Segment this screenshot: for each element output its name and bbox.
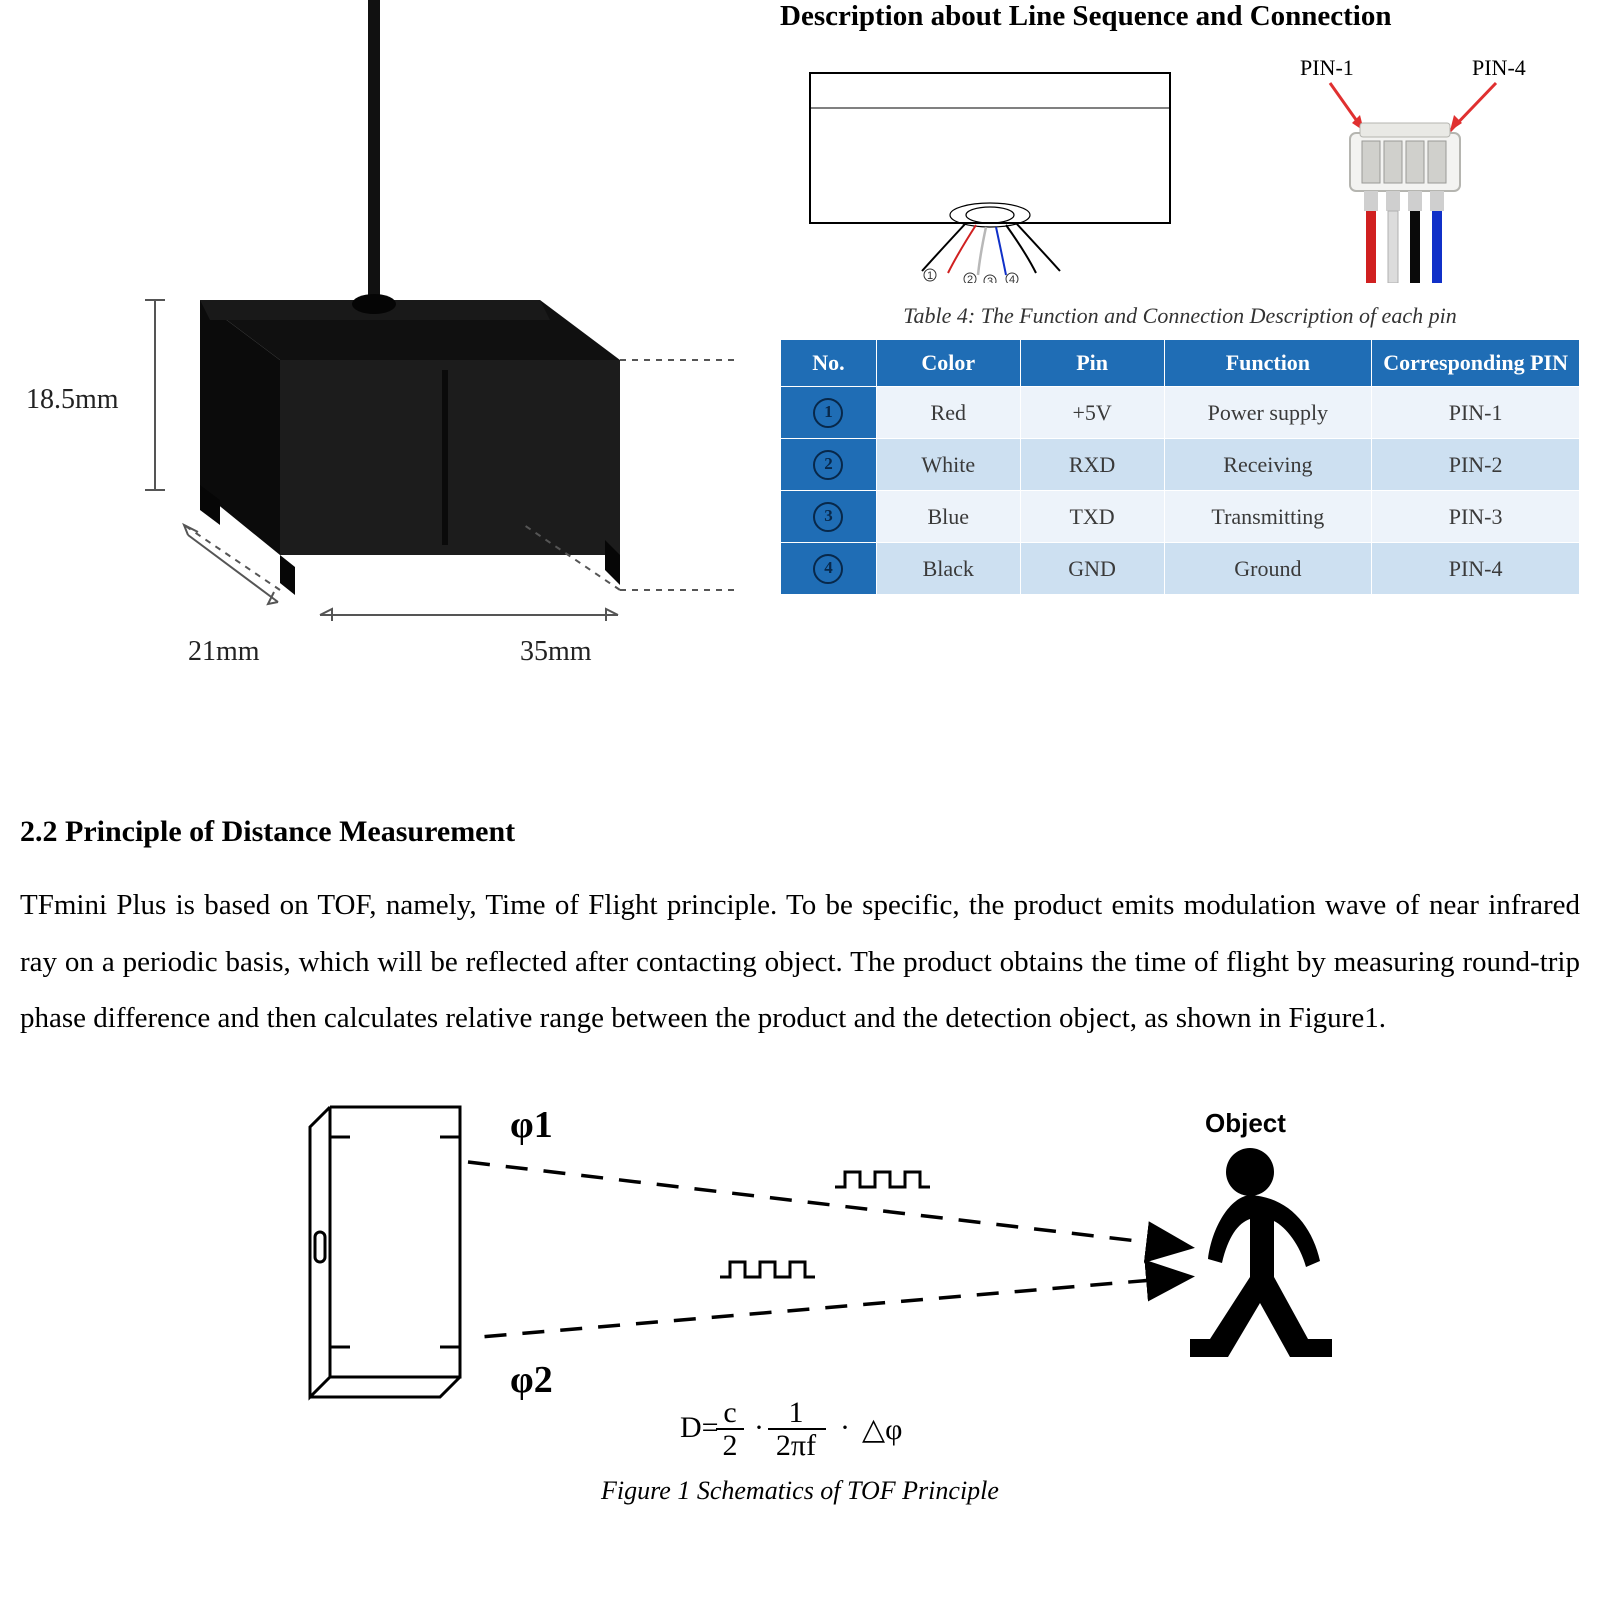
th-no: No.	[781, 340, 877, 387]
object-person-icon: Object	[1190, 1108, 1332, 1357]
table-row: 2 White RXD Receiving PIN-2	[781, 439, 1580, 491]
sensor-outline	[310, 1107, 460, 1397]
phi2-label: φ2	[510, 1359, 553, 1401]
svg-text:2: 2	[967, 274, 973, 283]
table-header-row: No. Color Pin Function Corresponding PIN	[781, 340, 1580, 387]
cell-corr: PIN-2	[1372, 439, 1580, 491]
cell-pin: GND	[1020, 543, 1164, 595]
cell-func: Ground	[1164, 543, 1372, 595]
cell-color: Blue	[876, 491, 1020, 543]
cell-func: Transmitting	[1164, 491, 1372, 543]
product-svg: 18.5mm 21mm 35mm	[20, 0, 760, 700]
cell-pin: TXD	[1020, 491, 1164, 543]
table-row: 1 Red +5V Power supply PIN-1	[781, 387, 1580, 439]
dim-d: 35mm	[520, 636, 592, 667]
svg-text:4: 4	[1009, 274, 1015, 283]
ray-back	[480, 1277, 1188, 1337]
cell-no: 4	[781, 543, 877, 595]
pin-table: No. Color Pin Function Corresponding PIN…	[780, 339, 1580, 595]
cell-func: Receiving	[1164, 439, 1372, 491]
cell-corr: PIN-4	[1372, 543, 1580, 595]
formula-c: c	[723, 1396, 736, 1429]
cell-func: Power supply	[1164, 387, 1372, 439]
table-caption: Table 4: The Function and Connection Des…	[780, 303, 1580, 329]
th-func: Function	[1164, 340, 1372, 387]
connector-diagram: PIN-1 PIN-4	[1200, 53, 1580, 283]
th-corr: Corresponding PIN	[1372, 340, 1580, 387]
line-diagram: 1 2 3 4	[780, 53, 1200, 283]
phi1-label: φ1	[510, 1104, 553, 1146]
formula-1: 1	[789, 1396, 804, 1429]
object-label: Object	[1205, 1108, 1286, 1138]
figure-1-caption: Figure 1 Schematics of TOF Principle	[250, 1476, 1350, 1506]
section-2-2-heading: 2.2 Principle of Distance Measurement	[20, 815, 1580, 849]
figure-1-svg: φ1 φ2 Object D= c 2	[250, 1077, 1350, 1457]
dim-h: 18.5mm	[26, 384, 119, 415]
section-2-2-paragraph: TFmini Plus is based on TOF, namely, Tim…	[20, 877, 1580, 1047]
formula-2a: 2	[723, 1429, 738, 1457]
cell-corr: PIN-3	[1372, 491, 1580, 543]
product-image-block: 18.5mm 21mm 35mm	[20, 0, 760, 705]
schematic-row: 1 2 3 4 PIN-1 PIN-4	[780, 53, 1580, 283]
table-row: 3 Blue TXD Transmitting PIN-3	[781, 491, 1580, 543]
cell-color: White	[876, 439, 1020, 491]
pin4-label: PIN-4	[1472, 55, 1526, 80]
cell-color: Black	[876, 543, 1020, 595]
page-root: 18.5mm 21mm 35mm Description about Line …	[0, 0, 1600, 1600]
figure-1: φ1 φ2 Object D= c 2	[250, 1077, 1350, 1506]
pulse-trains	[720, 1172, 930, 1277]
svg-text:3: 3	[987, 276, 993, 283]
formula-dot2: ·	[840, 1411, 850, 1444]
cell-pin: +5V	[1020, 387, 1164, 439]
th-pin: Pin	[1020, 340, 1164, 387]
dim-w: 21mm	[188, 636, 260, 667]
cell-color: Red	[876, 387, 1020, 439]
table-row: 4 Black GND Ground PIN-4	[781, 543, 1580, 595]
cell-corr: PIN-1	[1372, 387, 1580, 439]
cable	[368, 0, 380, 310]
th-color: Color	[876, 340, 1020, 387]
top-row: 18.5mm 21mm 35mm Description about Line …	[20, 0, 1580, 705]
cell-no: 2	[781, 439, 877, 491]
formula-dphi: △φ	[862, 1413, 902, 1446]
formula-2pif: 2πf	[776, 1429, 816, 1457]
svg-text:1: 1	[927, 270, 933, 282]
cell-no: 3	[781, 491, 877, 543]
formula-lhs: D=	[680, 1411, 719, 1444]
cell-no: 1	[781, 387, 877, 439]
description-title: Description about Line Sequence and Conn…	[780, 0, 1580, 33]
formula: D= c 2 · 1 2πf · △φ	[680, 1396, 902, 1457]
description-column: Description about Line Sequence and Conn…	[760, 0, 1580, 595]
cell-pin: RXD	[1020, 439, 1164, 491]
pin1-label: PIN-1	[1300, 55, 1354, 80]
ray-out	[468, 1162, 1188, 1247]
sensor-body	[200, 294, 620, 595]
formula-dot1: ·	[754, 1411, 764, 1444]
